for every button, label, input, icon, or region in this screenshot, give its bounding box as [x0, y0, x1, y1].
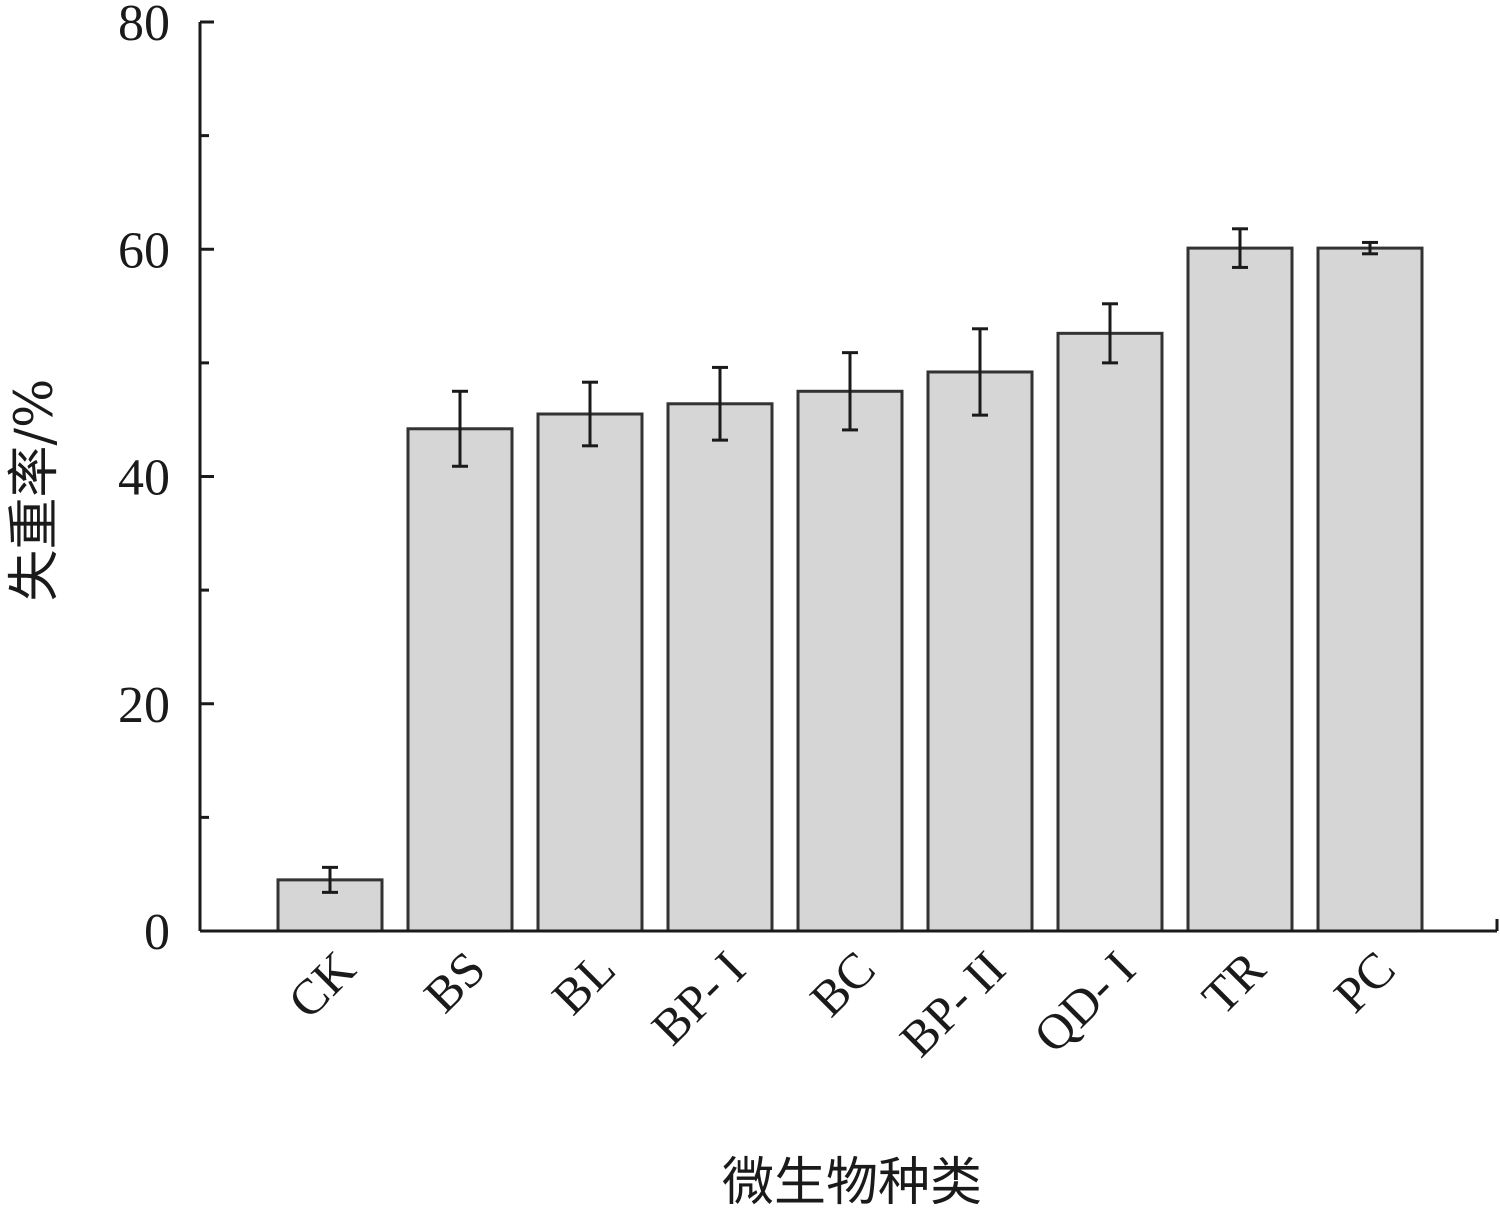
- bars-group: [276, 246, 1424, 933]
- x-tick-label: BC: [799, 940, 886, 1027]
- y-tick-label: 60: [118, 222, 170, 279]
- bar-bs: [406, 427, 514, 933]
- bar-bp-i: [666, 402, 774, 933]
- x-tick-label: QD- I: [1023, 940, 1146, 1063]
- y-axis-title: 失重率/%: [5, 379, 65, 602]
- bar-qd-i: [1056, 331, 1164, 933]
- x-tick-label: PC: [1323, 940, 1406, 1023]
- bar-tr: [1186, 246, 1294, 933]
- x-tick-label: BL: [541, 940, 626, 1025]
- x-tick-label: BP- I: [641, 940, 756, 1055]
- bar-bc: [796, 389, 904, 933]
- x-tick-label: BP- II: [889, 940, 1016, 1067]
- y-ticks-group: 0 20 40 60 80: [118, 0, 214, 961]
- error-bars-group: [322, 227, 1378, 894]
- x-tick-label: CK: [277, 940, 366, 1029]
- bar-bp-ii: [926, 370, 1034, 933]
- bar-pc: [1316, 246, 1424, 933]
- y-tick-label: 20: [118, 677, 170, 734]
- bar-bl: [536, 412, 644, 933]
- y-tick-label: 0: [144, 904, 170, 961]
- x-axis-title: 微生物种类: [722, 1153, 982, 1212]
- x-tick-label: BS: [413, 940, 496, 1023]
- y-tick-label: 80: [118, 0, 170, 52]
- x-tick-labels-group: CK BS BL BP- I BC BP- II QD- I TR PC: [277, 940, 1406, 1067]
- y-tick-label: 40: [118, 450, 170, 507]
- x-tick-label: TR: [1191, 940, 1276, 1025]
